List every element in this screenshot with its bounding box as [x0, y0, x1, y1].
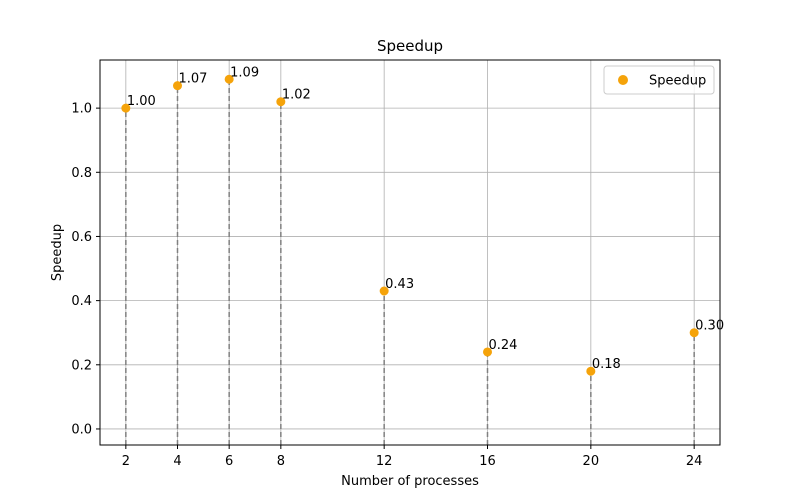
data-point — [224, 74, 234, 84]
x-tick-label: 24 — [686, 454, 703, 469]
data-label: 0.30 — [695, 319, 724, 334]
x-ticks: 2 4 6 8 12 16 20 24 — [122, 445, 703, 469]
y-tick-label: 0.2 — [71, 358, 92, 373]
legend-marker — [618, 75, 628, 85]
legend-label: Speedup — [649, 74, 706, 89]
x-axis-label: Number of processes — [341, 474, 479, 489]
x-tick-label: 8 — [277, 454, 285, 469]
data-point — [689, 328, 699, 338]
x-tick-label: 4 — [173, 454, 181, 469]
data-label: 0.18 — [592, 357, 621, 372]
x-tick-label: 20 — [583, 454, 600, 469]
y-tick-label: 1.0 — [71, 102, 92, 117]
data-label: 1.09 — [230, 65, 259, 80]
x-tick-label: 16 — [479, 454, 496, 469]
data-point — [173, 81, 182, 91]
x-tick-label: 2 — [122, 454, 130, 469]
data-label: 1.00 — [127, 94, 156, 109]
stems — [125, 79, 695, 445]
data-label: 1.07 — [179, 72, 208, 87]
y-tick-label: 0.8 — [71, 166, 92, 181]
data-label: 1.02 — [282, 88, 311, 103]
data-labels: 1.00 1.07 1.09 1.02 0.43 0.24 0.18 0.30 — [127, 65, 724, 372]
data-label: 0.24 — [489, 338, 518, 353]
legend-box — [603, 65, 715, 95]
y-tick-label: 0.6 — [71, 230, 92, 245]
legend: Speedup — [603, 65, 715, 95]
y-tick-label: 0.4 — [71, 294, 92, 309]
data-points — [121, 74, 699, 376]
data-point — [121, 103, 131, 113]
x-tick-label: 6 — [225, 454, 233, 469]
plot-frame — [99, 59, 721, 446]
chart-title: Speedup — [377, 37, 443, 55]
data-label: 0.43 — [385, 277, 414, 292]
data-point — [276, 97, 286, 107]
y-ticks: 0.0 0.2 0.4 0.6 0.8 1.0 — [71, 102, 100, 437]
data-point — [379, 286, 389, 296]
data-point — [586, 366, 596, 376]
y-axis-label: Speedup — [50, 224, 65, 281]
x-tick-label: 12 — [376, 454, 393, 469]
data-point — [483, 347, 492, 357]
y-tick-label: 0.0 — [71, 422, 92, 437]
